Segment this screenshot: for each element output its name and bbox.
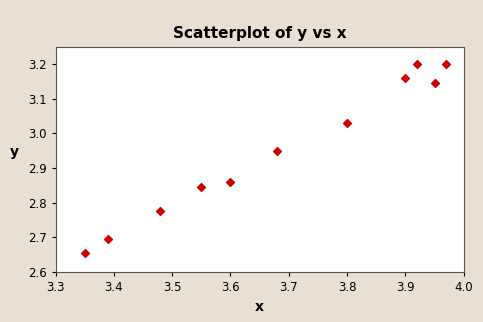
Title: Scatterplot of y vs x: Scatterplot of y vs x [173, 26, 346, 41]
Point [104, 237, 112, 242]
X-axis label: x: x [255, 300, 264, 314]
Point [343, 120, 351, 126]
Point [431, 80, 439, 86]
Point [198, 185, 205, 190]
Point [273, 148, 281, 153]
Point [227, 179, 234, 185]
Point [81, 251, 88, 256]
Point [442, 62, 450, 67]
Point [401, 75, 409, 80]
Y-axis label: y: y [9, 146, 18, 159]
Point [413, 62, 421, 67]
Point [156, 209, 164, 214]
